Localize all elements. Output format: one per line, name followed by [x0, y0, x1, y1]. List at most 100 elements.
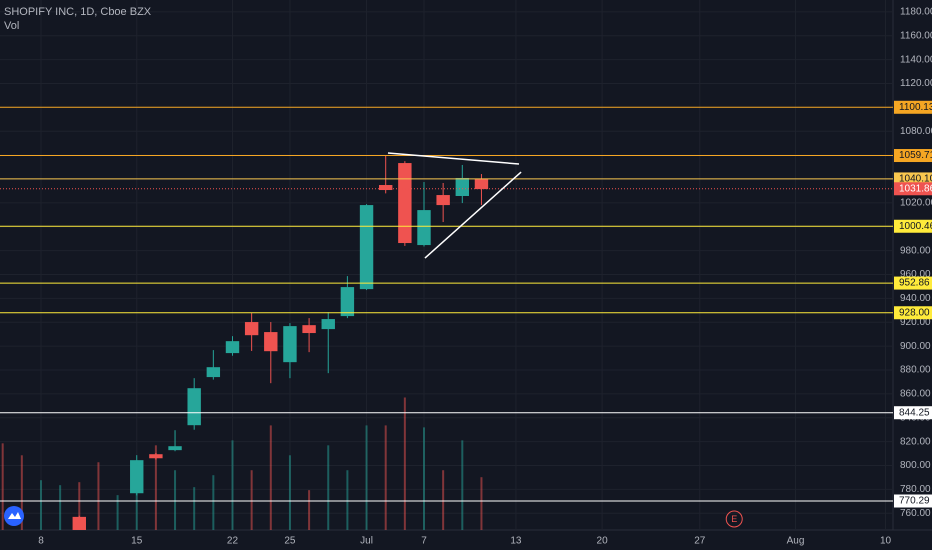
subtitle: Vol	[4, 20, 19, 32]
x-tick-label: Jul	[360, 536, 373, 547]
level-label-bg	[894, 100, 932, 114]
y-tick-label: 980.00	[900, 245, 931, 256]
level-label: 844.25	[899, 407, 930, 418]
level-label-bg	[894, 494, 932, 508]
price-pane	[0, 106, 893, 530]
volume-bar	[288, 455, 291, 530]
candle-body	[149, 454, 163, 459]
candle-body	[130, 460, 144, 494]
y-tick-label: 1080.00	[900, 126, 932, 137]
level-label: 1031.86	[899, 183, 932, 194]
candle-body	[398, 163, 412, 244]
volume-bar	[365, 425, 368, 530]
volume-bar	[346, 470, 349, 530]
logo-icon	[8, 512, 21, 519]
y-tick-label: 920.00	[900, 317, 931, 328]
x-tick-label: 22	[227, 536, 239, 547]
candle-body	[244, 322, 259, 336]
volume-bar	[422, 427, 425, 530]
volume-bar	[212, 475, 215, 530]
volume-bar	[59, 485, 62, 530]
candle-body	[187, 388, 201, 426]
candle-body	[340, 287, 355, 317]
candle-body	[168, 446, 182, 451]
volume-bar	[174, 470, 177, 530]
y-tick-label: 960.00	[900, 269, 931, 280]
volume-bar	[403, 397, 406, 530]
y-tick-label: 800.00	[900, 460, 931, 471]
candle-body	[225, 341, 240, 354]
level-label: 1000.46	[899, 221, 932, 232]
candle-body	[206, 367, 221, 378]
candle-body	[321, 319, 335, 330]
candle-body	[359, 205, 374, 290]
y-tick-label: 940.00	[900, 293, 931, 304]
volume-bar	[39, 480, 42, 530]
y-tick-label: 780.00	[900, 484, 931, 495]
level-label-bg	[894, 306, 932, 320]
volume-bar	[20, 455, 23, 530]
candle-body	[378, 185, 393, 191]
earnings-marker	[725, 510, 743, 528]
y-tick-label: 1140.00	[900, 54, 932, 65]
volume-bar	[308, 490, 311, 530]
volume-bar	[193, 487, 196, 530]
candle-body	[72, 516, 86, 530]
level-label: 1059.71	[899, 150, 932, 161]
volume-bar	[461, 440, 464, 530]
x-tick-label: 8	[38, 536, 44, 547]
chart-title: SHOPIFY INC, 1D, Cboe BZX	[4, 6, 152, 18]
level-label-bg	[894, 172, 932, 186]
volume-bar	[1, 443, 4, 530]
x-tick-label: Aug	[787, 536, 805, 547]
level-label-bg	[894, 406, 932, 420]
x-tick-label: 7	[421, 536, 427, 547]
trendline	[387, 152, 520, 165]
y-tick-label: 1180.00	[900, 7, 932, 18]
candle-body	[264, 332, 278, 352]
volume-bar	[78, 482, 81, 530]
level-label-bg	[894, 219, 932, 233]
candle-body	[474, 179, 489, 190]
level-label-bg	[894, 149, 932, 163]
x-tick-label: 15	[131, 536, 143, 547]
axes: 760.00780.00800.00820.00840.00860.00880.…	[38, 7, 932, 547]
candle-body	[417, 210, 431, 246]
volume-bar	[231, 440, 234, 530]
volume-bar	[250, 470, 253, 530]
x-tick-label: 25	[284, 536, 296, 547]
volume-bar	[442, 470, 445, 530]
trendline	[424, 171, 522, 259]
volume-bar	[384, 425, 387, 530]
volume-bar	[327, 445, 330, 530]
candle-body	[455, 177, 470, 197]
y-tick-label: 880.00	[900, 365, 931, 376]
candle-body	[283, 326, 297, 363]
candle-body	[436, 195, 450, 206]
volume-bar	[116, 495, 119, 530]
y-tick-label: 900.00	[900, 341, 931, 352]
volume-pane	[1, 397, 483, 530]
y-tick-label: 860.00	[900, 389, 931, 400]
y-tick-label: 1020.00	[900, 198, 932, 209]
x-tick-label: 27	[694, 536, 706, 547]
level-label: 1040.10	[899, 174, 932, 185]
candle-body	[302, 325, 316, 334]
x-tick-label: 20	[597, 536, 609, 547]
x-tick-label: 10	[880, 536, 892, 547]
y-tick-label: 1120.00	[900, 78, 932, 89]
x-tick-label: 13	[510, 536, 522, 547]
y-tick-label: 820.00	[900, 436, 931, 447]
level-label-bg	[894, 182, 932, 196]
earnings-label: E	[731, 514, 737, 524]
volume-bar	[97, 462, 100, 530]
logo	[4, 506, 24, 526]
level-label: 952.86	[899, 278, 930, 289]
volume-bar	[269, 425, 272, 530]
y-tick-label: 1160.00	[900, 30, 932, 41]
y-tick-label: 760.00	[900, 508, 931, 519]
level-label: 928.00	[899, 307, 930, 318]
level-label-bg	[894, 276, 932, 290]
volume-bar	[154, 445, 157, 530]
